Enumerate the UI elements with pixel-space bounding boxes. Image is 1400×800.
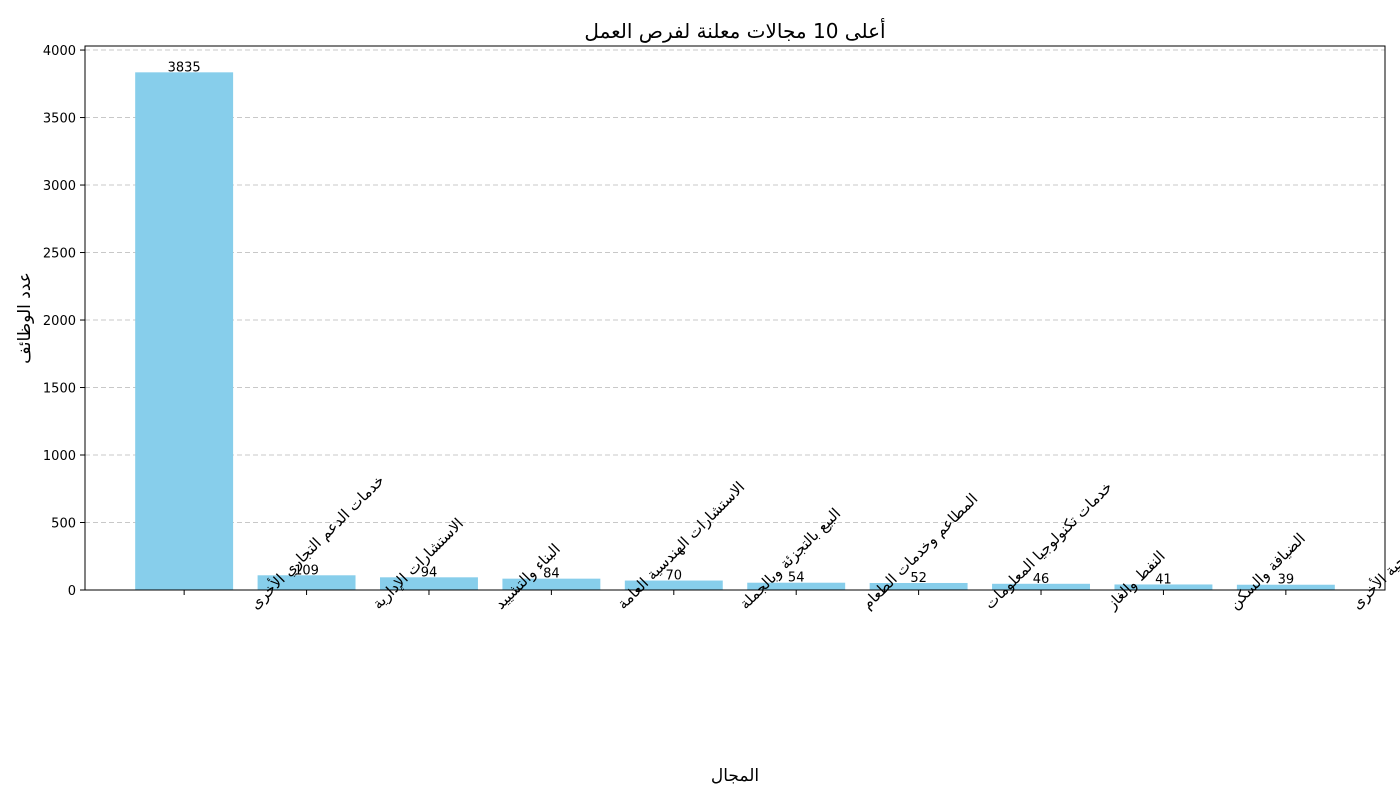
bar-value-label: 54 (788, 571, 805, 586)
y-tick-label: 3500 (43, 112, 76, 127)
y-tick-label: 2500 (43, 247, 76, 262)
bar (257, 575, 356, 590)
bars (135, 72, 1335, 591)
bar-value-label: 109 (294, 563, 319, 578)
bar (380, 577, 478, 590)
bar-value-label: 70 (666, 569, 683, 584)
y-tick-label: 3000 (43, 179, 76, 194)
bar-value-label: 3835 (168, 60, 201, 75)
bar (747, 582, 846, 590)
bar (624, 580, 723, 590)
bar-value-label: 84 (543, 567, 560, 582)
bar-value-label: 94 (421, 565, 438, 580)
y-tick-label: 4000 (43, 44, 76, 59)
bar-value-label: 52 (910, 571, 927, 586)
bar-value-label: 46 (1033, 572, 1050, 587)
y-tick-label: 500 (51, 517, 76, 532)
bar (135, 72, 234, 591)
y-axis-label: عدد الوظائف (15, 272, 35, 364)
chart-title: أعلى 10 مجالات معلنة لفرص العمل (584, 18, 885, 43)
bar-value-label: 39 (1278, 573, 1295, 588)
bar-value-label: 41 (1155, 572, 1172, 587)
bar-value-labels: 3835 109 94 84 70 54 52 46 41 39 (168, 60, 1295, 587)
x-axis-label: المجال (711, 766, 759, 786)
y-tick-label: 0 (68, 584, 76, 599)
bar (992, 583, 1090, 590)
bar (1114, 584, 1213, 590)
y-tick-label: 2000 (43, 314, 76, 329)
y-tick-label: 1000 (43, 449, 76, 464)
bar (869, 582, 968, 590)
y-axis-ticks: 0 500 1000 1500 2000 2500 3000 3500 4000 (43, 44, 85, 599)
bar (1236, 584, 1335, 590)
plot-frame (84, 45, 1386, 591)
bar (502, 578, 601, 590)
y-tick-label: 1500 (43, 382, 76, 397)
